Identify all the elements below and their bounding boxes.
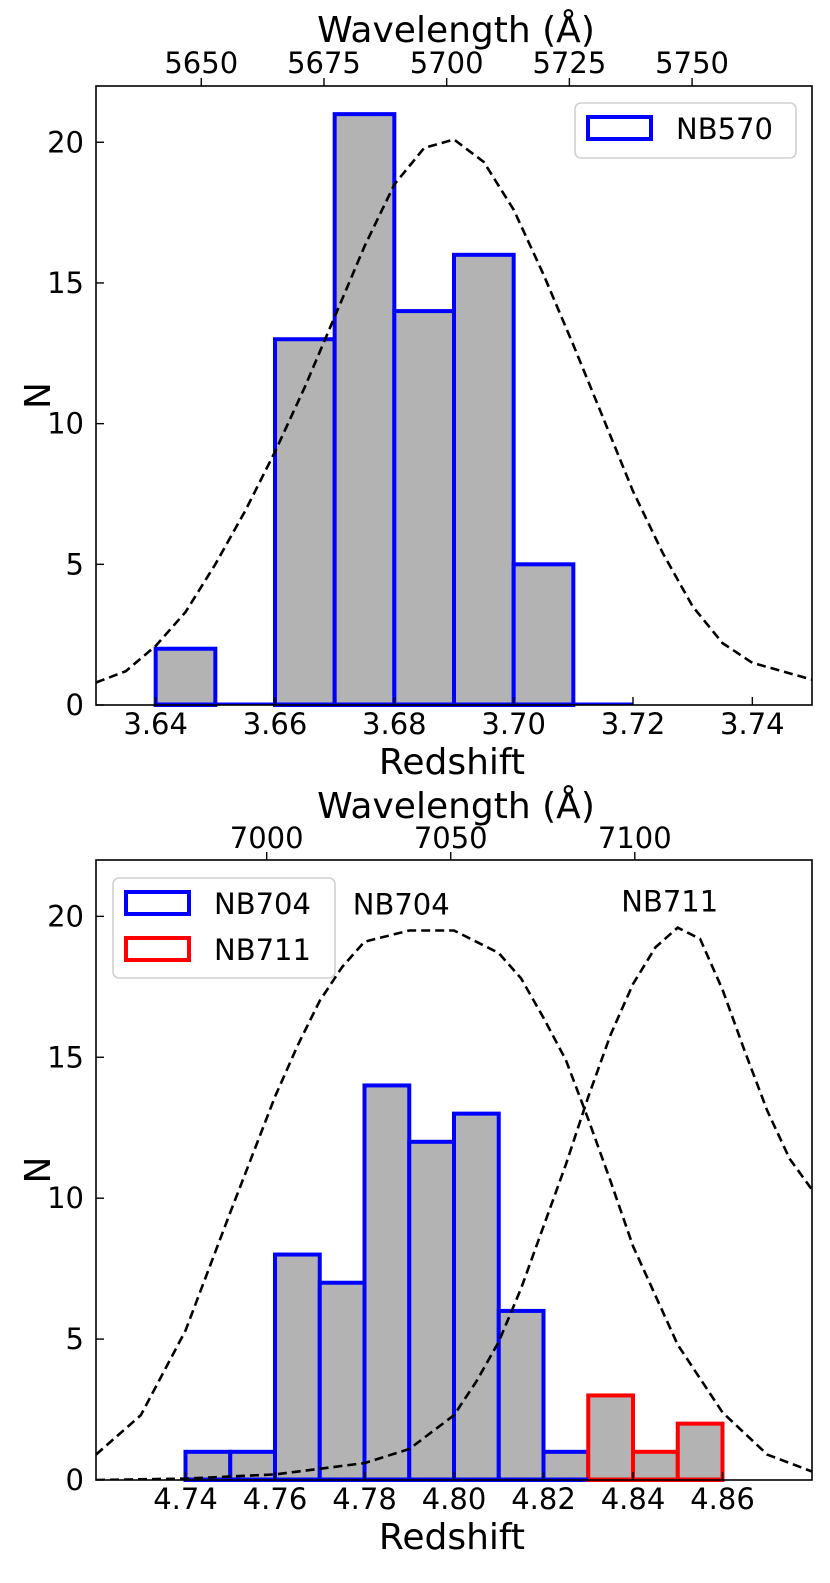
histogram-bar bbox=[675, 1421, 725, 1482]
legend: NB570 bbox=[574, 102, 797, 159]
x-axis-label: Redshift bbox=[379, 1517, 525, 1558]
histogram-bar bbox=[541, 1449, 591, 1483]
x-tick-label: 4.76 bbox=[243, 1482, 308, 1516]
legend-entry-label: NB711 bbox=[214, 933, 311, 967]
y-axis-label: N bbox=[18, 382, 59, 409]
top-tick-label: 5725 bbox=[532, 46, 606, 80]
legend-entry-label: NB570 bbox=[676, 112, 773, 146]
top-axis-label: Wavelength (Å) bbox=[317, 8, 595, 51]
plot-area bbox=[96, 112, 812, 708]
histogram-bar bbox=[317, 1280, 367, 1483]
legend-swatch bbox=[586, 115, 653, 141]
legend: NB704 NB711 bbox=[112, 877, 336, 979]
top-tick-label: 7050 bbox=[414, 821, 488, 855]
histogram-bar bbox=[511, 562, 576, 707]
y-tick-label: 10 bbox=[47, 407, 84, 441]
filter-curve-label: NB711 bbox=[621, 885, 718, 919]
y-tick-label: 20 bbox=[47, 899, 84, 933]
histogram-bar bbox=[631, 1449, 680, 1483]
histogram-bar bbox=[452, 252, 516, 707]
top-tick-label: 5675 bbox=[287, 46, 361, 80]
top-tick-label: 5650 bbox=[164, 46, 238, 80]
histogram-bar bbox=[496, 1308, 546, 1482]
y-tick-label: 15 bbox=[47, 266, 84, 300]
x-tick-label: 4.86 bbox=[690, 1482, 755, 1516]
histogram-bar bbox=[273, 337, 337, 707]
x-tick-label: 4.82 bbox=[511, 1482, 576, 1516]
x-tick-label: 4.84 bbox=[601, 1482, 666, 1516]
y-axis-label: N bbox=[18, 1157, 59, 1184]
y-tick-label: 10 bbox=[47, 1181, 84, 1215]
chart-panel-top: 3.64 3.66 3.68 3.70 3.72 3.74 0 5 10 15 20 5650 5675… bbox=[18, 8, 813, 783]
top-tick-label: 5750 bbox=[655, 46, 729, 80]
x-tick-label: 3.74 bbox=[720, 707, 785, 741]
histogram-bar bbox=[332, 112, 397, 708]
x-tick-label: 3.70 bbox=[481, 707, 546, 741]
filter-curve bbox=[96, 929, 812, 1473]
x-tick-label: 4.80 bbox=[422, 1482, 487, 1516]
plot-area bbox=[96, 926, 812, 1483]
histogram-bar bbox=[392, 309, 457, 707]
x-tick-label: 3.64 bbox=[123, 707, 188, 741]
histogram-bar bbox=[586, 1393, 635, 1483]
y-tick-label: 15 bbox=[47, 1040, 84, 1074]
legend-entry-label: NB704 bbox=[214, 887, 311, 921]
histogram-bar bbox=[273, 1252, 322, 1482]
x-tick-label: 3.66 bbox=[243, 707, 308, 741]
top-axis-label: Wavelength (Å) bbox=[317, 784, 595, 827]
chart-panel-bottom: NB704 NB711 4.74 4.76 4.78 4.80 4.82 4.84 4.86 0 5… bbox=[18, 784, 813, 1558]
histogram-bar bbox=[452, 1111, 501, 1482]
x-axis-label: Redshift bbox=[379, 742, 525, 783]
legend-frame bbox=[112, 877, 336, 979]
x-tick-label: 3.68 bbox=[362, 707, 427, 741]
legend-swatch bbox=[124, 936, 191, 962]
x-tick-label: 4.78 bbox=[332, 1482, 397, 1516]
y-tick-label: 0 bbox=[66, 688, 84, 722]
histogram-bar bbox=[407, 1139, 456, 1483]
y-tick-label: 20 bbox=[47, 125, 84, 159]
legend-swatch bbox=[124, 890, 191, 916]
top-tick-label: 5700 bbox=[410, 46, 484, 80]
filter-curve bbox=[96, 138, 812, 684]
top-tick-label: 7000 bbox=[230, 821, 304, 855]
y-tick-label: 5 bbox=[66, 547, 84, 581]
axes-frame bbox=[95, 85, 813, 706]
filter-curve bbox=[96, 926, 812, 1480]
x-tick-label: 4.74 bbox=[153, 1482, 218, 1516]
filter-curve-label: NB704 bbox=[353, 887, 450, 921]
y-tick-label: 5 bbox=[66, 1322, 84, 1356]
top-tick-label: 7100 bbox=[598, 821, 672, 855]
y-tick-label: 0 bbox=[66, 1463, 84, 1497]
x-tick-label: 3.72 bbox=[601, 707, 666, 741]
histogram-bar bbox=[153, 646, 218, 708]
histogram-bar bbox=[362, 1083, 412, 1483]
